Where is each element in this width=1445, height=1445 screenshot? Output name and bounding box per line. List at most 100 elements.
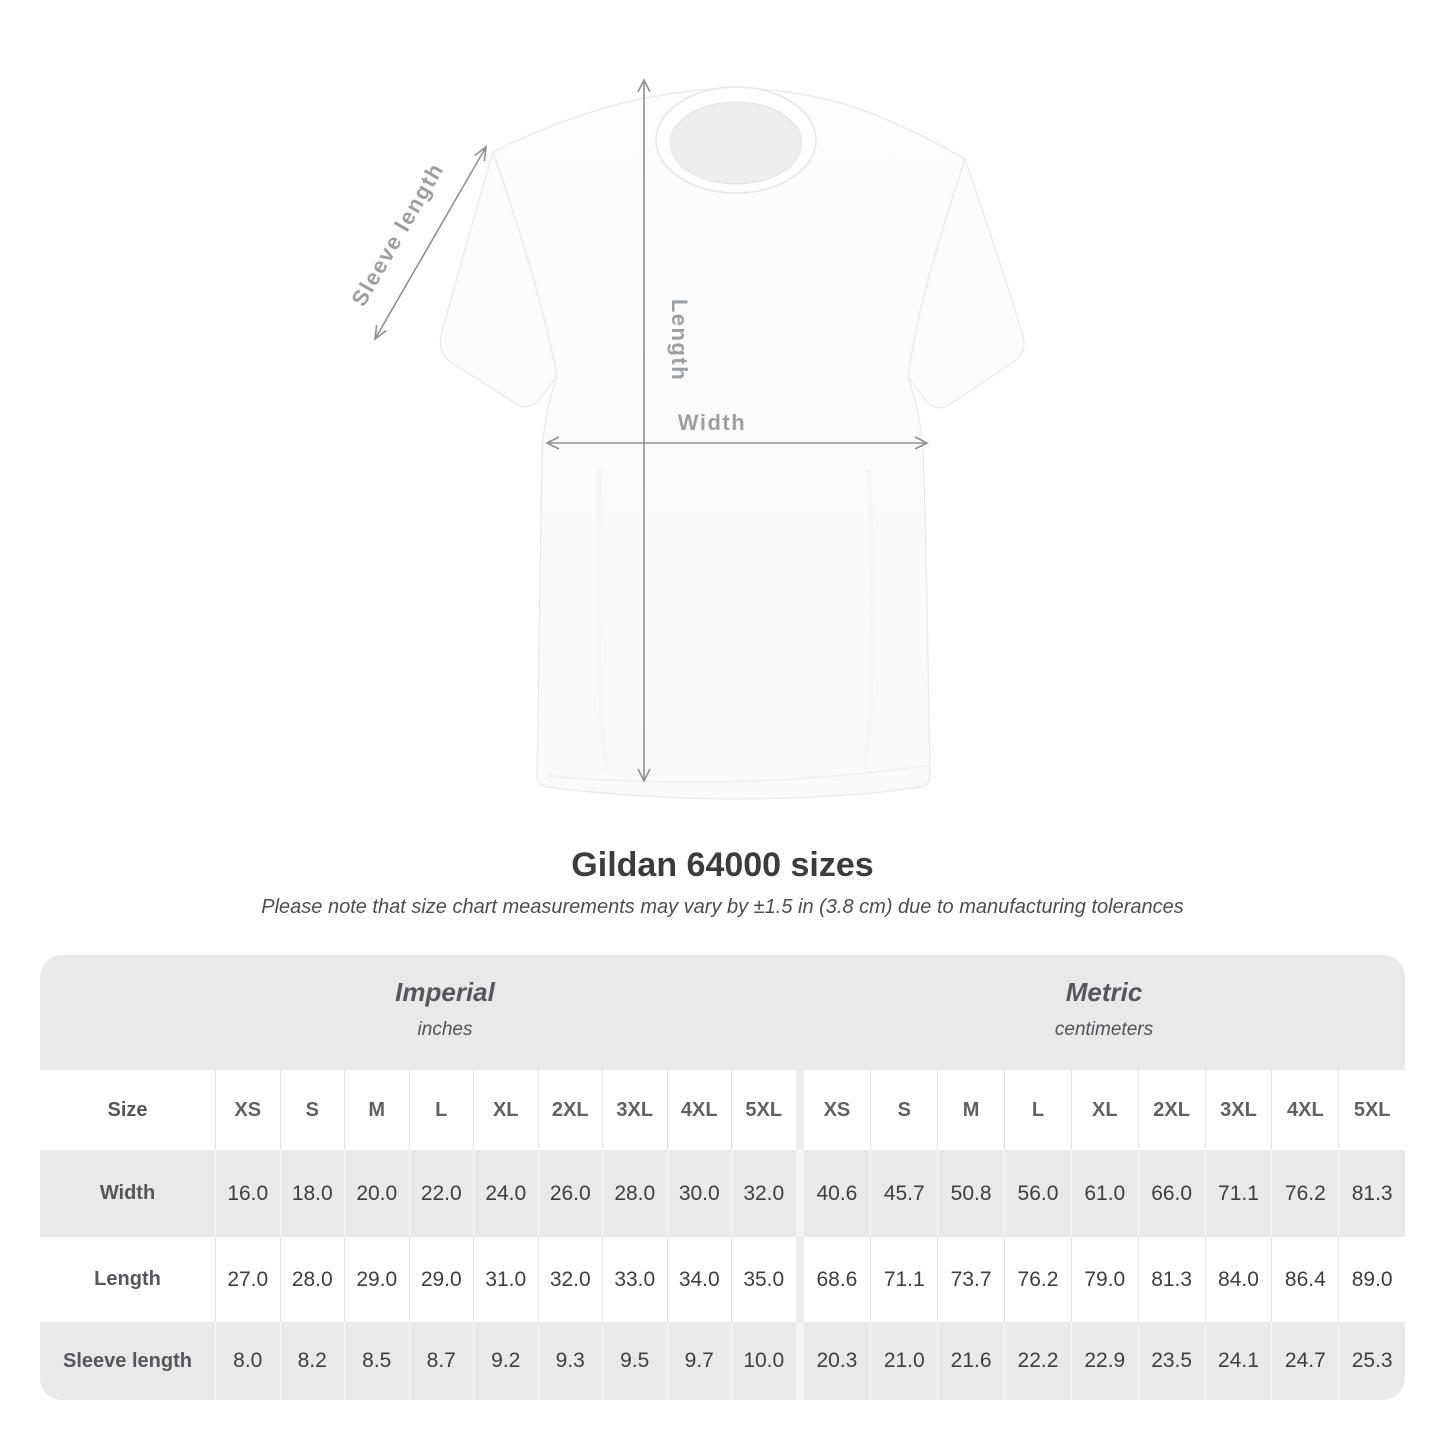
value-cell: 32.0	[731, 1150, 796, 1237]
imperial-unit: inches	[417, 1019, 473, 1040]
unit-group-separator	[795, 1150, 804, 1237]
value-cell: 28.0	[279, 1237, 345, 1322]
width-measure-arrow	[545, 436, 929, 450]
unit-group-separator	[795, 1237, 804, 1322]
value-cell: 29.0	[344, 1237, 409, 1322]
value-cell: 61.0	[1070, 1150, 1138, 1237]
value-cell: 9.5	[602, 1322, 667, 1400]
hem-stitch	[547, 765, 925, 784]
metric-header-group: Metric centimeters	[803, 977, 1405, 1041]
crease-line	[595, 469, 609, 771]
size-column-header: XS	[215, 1070, 280, 1150]
value-cell: 68.6	[816, 1267, 858, 1291]
size-column-header: 4XL	[666, 1070, 732, 1150]
size-column-header: 2XL	[537, 1070, 603, 1150]
page-title: Gildan 64000 sizes	[571, 846, 874, 884]
value-cell: 22.2	[1004, 1322, 1071, 1400]
crease-line	[863, 469, 876, 771]
value-cell: 8.0	[215, 1322, 280, 1400]
page-subtitle: Please note that size chart measurements…	[261, 896, 1184, 918]
unit-group-separator	[795, 1322, 804, 1400]
sleeve-length-label: Sleeve length	[346, 158, 448, 310]
size-header-row: Size XS S M L XL 2XL 3XL 4XL 5XL XS S M L XL 2XL 3XL 4XL…	[40, 1070, 1405, 1150]
value-cell: 8.7	[408, 1322, 474, 1400]
size-column-header: 5XL	[1338, 1070, 1405, 1150]
value-cell: 33.0	[602, 1237, 667, 1322]
unit-group-separator	[795, 1070, 804, 1150]
size-table: Imperial inches Metric centimeters Size …	[40, 955, 1405, 1400]
value-cell: 21.6	[937, 1322, 1004, 1400]
size-column-header: M	[937, 1070, 1004, 1150]
value-cell: 22.0	[408, 1150, 474, 1237]
sleeve-measure-arrow	[373, 145, 488, 341]
left-sleeve-seam	[492, 151, 558, 377]
imperial-header-group: Imperial inches	[40, 977, 850, 1041]
size-column-header: XL	[1070, 1070, 1138, 1150]
value-cell: 10.0	[731, 1322, 796, 1400]
value-cell: 76.2	[1004, 1237, 1071, 1322]
value-cell: 8.2	[279, 1322, 345, 1400]
size-column-header: 5XL	[731, 1070, 796, 1150]
size-column-header: XL	[473, 1070, 538, 1150]
size-column-header: M	[344, 1070, 409, 1150]
value-cell: 23.5	[1137, 1322, 1205, 1400]
collar-inner	[669, 101, 803, 185]
size-column-header: 2XL	[1137, 1070, 1205, 1150]
size-column-header: 4XL	[1271, 1070, 1338, 1150]
value-cell: 24.1	[1204, 1322, 1272, 1400]
size-column-header: 3XL	[602, 1070, 667, 1150]
width-row: Width 16.0 18.0 20.0 22.0 24.0 26.0 28.0 30.0 32…	[40, 1150, 1405, 1237]
length-row-label: Length	[94, 1268, 161, 1290]
value-cell: 22.9	[1070, 1322, 1138, 1400]
value-cell: 66.0	[1137, 1150, 1205, 1237]
size-column-header: L	[1004, 1070, 1071, 1150]
size-column-header: 3XL	[1204, 1070, 1272, 1150]
size-column-header: S	[870, 1070, 937, 1150]
metric-title: Metric	[1065, 977, 1143, 1007]
value-cell: 34.0	[666, 1237, 732, 1322]
width-label: Width	[678, 410, 746, 435]
value-cell: 30.0	[666, 1150, 732, 1237]
value-cell: 84.0	[1204, 1237, 1272, 1322]
unit-header-row: Imperial inches Metric centimeters	[40, 955, 1405, 1070]
value-cell: 89.0	[1338, 1237, 1405, 1322]
value-cell: 56.0	[1004, 1150, 1071, 1237]
value-cell: 9.2	[473, 1322, 538, 1400]
value-cell: 73.7	[937, 1237, 1004, 1322]
value-cell: 20.0	[344, 1150, 409, 1237]
value-cell: 21.0	[870, 1322, 937, 1400]
imperial-title: Imperial	[395, 977, 495, 1007]
value-cell: 18.0	[279, 1150, 345, 1237]
size-header-cell: Size	[107, 1098, 148, 1121]
value-cell: 32.0	[537, 1237, 603, 1322]
value-cell: 76.2	[1271, 1150, 1338, 1237]
value-cell: 45.7	[870, 1150, 937, 1237]
right-sleeve-seam	[907, 158, 966, 378]
length-row: Length 27.0 28.0 29.0 29.0 31.0 32.0 33.0 34.0 3…	[40, 1237, 1405, 1322]
size-column-header: L	[408, 1070, 474, 1150]
sleeve-row-label: Sleeve length	[63, 1349, 192, 1372]
value-cell: 9.7	[666, 1322, 732, 1400]
value-cell: 81.3	[1137, 1237, 1205, 1322]
value-cell: 81.3	[1338, 1150, 1405, 1237]
metric-unit: centimeters	[1054, 1019, 1154, 1040]
size-column-header: S	[279, 1070, 345, 1150]
value-cell: 79.0	[1070, 1237, 1138, 1322]
value-cell: 86.4	[1271, 1237, 1338, 1322]
value-cell: 29.0	[408, 1237, 474, 1322]
value-cell: 25.3	[1338, 1322, 1405, 1400]
sleeve-length-row: Sleeve length 8.0 8.2 8.5 8.7 9.2 9.3 9.5 9.7 10…	[40, 1322, 1405, 1400]
value-cell: 26.0	[537, 1150, 603, 1237]
value-cell: 35.0	[731, 1237, 796, 1322]
length-label: Length	[667, 299, 692, 381]
value-cell: 8.5	[344, 1322, 409, 1400]
length-measure-arrow	[637, 78, 651, 783]
value-cell: 24.0	[473, 1150, 538, 1237]
value-cell: 71.1	[1204, 1150, 1272, 1237]
value-cell: 31.0	[473, 1237, 538, 1322]
value-cell: 16.0	[215, 1150, 280, 1237]
value-cell: 50.8	[937, 1150, 1004, 1237]
value-cell: 9.3	[537, 1322, 603, 1400]
value-cell: 27.0	[215, 1237, 280, 1322]
